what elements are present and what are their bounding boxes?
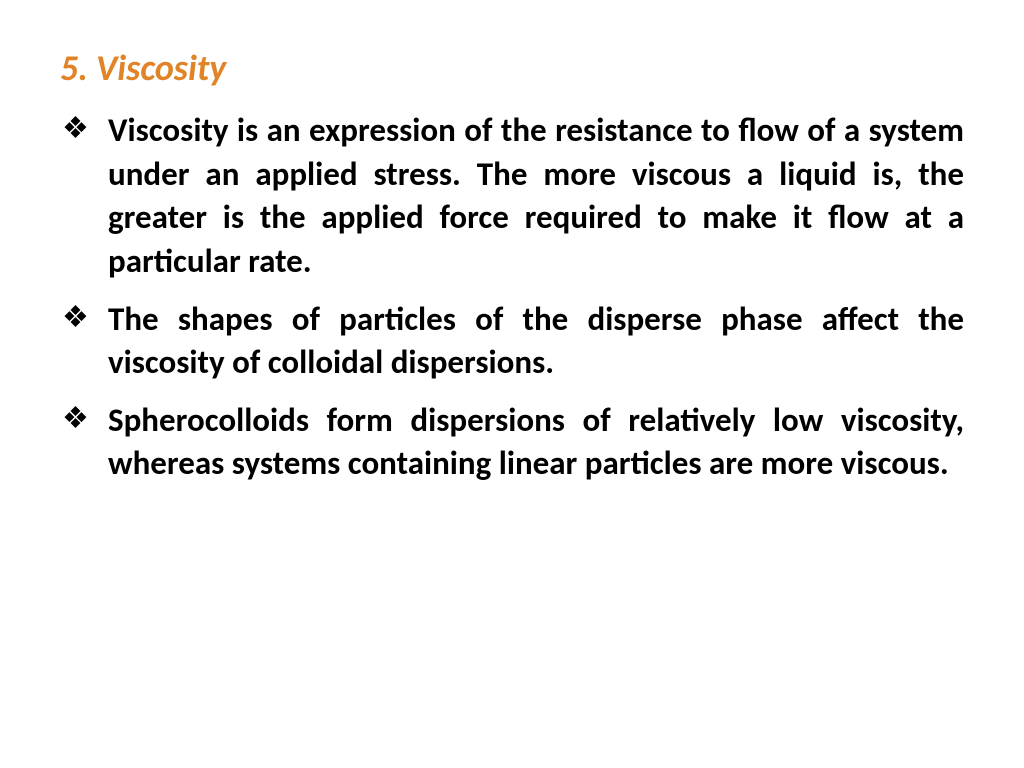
bullet-item: Spherocolloids form dispersions of relat… [60,399,964,486]
bullet-item: The shapes of particles of the disperse … [60,298,964,385]
bullet-list: Viscosity is an expression of the resist… [60,109,964,485]
slide-heading: 5. Viscosity [60,48,964,89]
bullet-item: Viscosity is an expression of the resist… [60,109,964,283]
slide-container: 5. Viscosity Viscosity is an expression … [0,0,1024,768]
